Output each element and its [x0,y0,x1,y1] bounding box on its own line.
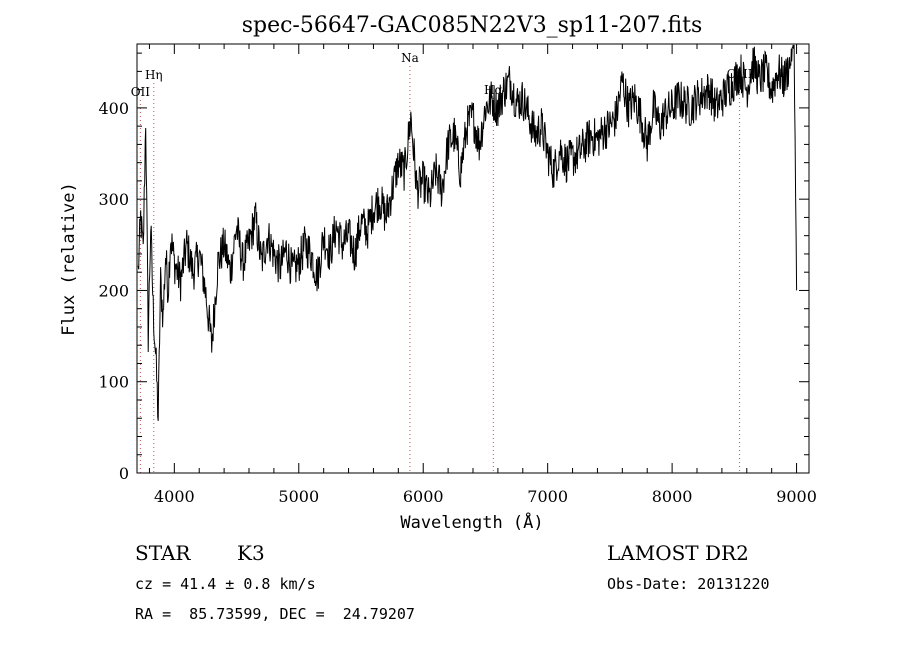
y-tick-label: 200 [98,281,129,300]
spectral-line-label: OII [131,85,151,99]
y-tick-label: 0 [119,464,129,483]
x-tick-label: 8000 [652,487,693,506]
spectral-line-label: Hα [484,83,503,97]
y-tick-label: 300 [98,190,129,209]
tick-labels: 4000 5000 6000 7000 8000 9000 0 100 200 300 400 [98,99,816,506]
chart-title: spec-56647-GAC085N22V3_sp11-207.fits [242,13,703,38]
x-tick-label: 9000 [776,487,817,506]
survey-label: LAMOST DR2 [607,541,749,565]
x-tick-label: 5000 [278,487,319,506]
spectrum-series-line [137,44,798,421]
coordinates: RA = 85.73599, DEC = 24.79207 [135,605,415,623]
x-tick-label: 7000 [527,487,568,506]
object-class: STAR [135,541,191,565]
x-tick-label: 6000 [403,487,444,506]
x-axis-label: Wavelength (Å) [400,511,543,533]
spectral-line-label: Na [401,51,419,65]
object-subclass: K3 [237,541,265,565]
spectral-line-label: Hη [145,68,163,82]
y-tick-label: 400 [98,99,129,118]
observation-date: Obs-Date: 20131220 [607,575,770,593]
y-axis-label: Flux (relative) [59,182,79,336]
redshift-velocity: cz = 41.4 ± 0.8 km/s [135,575,316,593]
y-tick-label: 100 [98,373,129,392]
axis-ticks [137,44,809,474]
x-tick-label: 4000 [154,487,195,506]
